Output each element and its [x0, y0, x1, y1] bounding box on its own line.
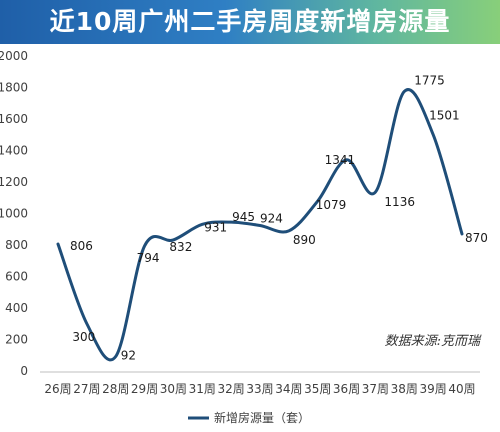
series-line [56, 88, 464, 362]
data-label: 931 [204, 220, 227, 234]
y-tick-label: 0 [20, 364, 28, 378]
data-label: 890 [293, 233, 316, 247]
x-tick-label: 26周 [44, 382, 71, 396]
x-tick-label: 28周 [102, 382, 129, 396]
data-label: 870 [465, 231, 488, 245]
legend: 新增房源量（套） [188, 410, 310, 425]
x-tick-label: 30周 [160, 382, 187, 396]
x-tick-label: 34周 [275, 382, 302, 396]
y-tick-label: 600 [5, 270, 28, 284]
x-tick-label: 39周 [420, 382, 447, 396]
data-label: 924 [260, 211, 283, 225]
y-tick-label: 1000 [0, 207, 28, 221]
x-tick-label: 38周 [391, 382, 418, 396]
x-tick-label: 29周 [131, 382, 158, 396]
x-tick-label: 37周 [362, 382, 389, 396]
data-label: 794 [137, 251, 160, 265]
x-tick-label: 36周 [333, 382, 360, 396]
y-tick-label: 400 [5, 301, 28, 315]
x-axis: 26周 27周 28周 29周 30周 31周 32周 33周 34周 35周 36周 37周 38周 3… [44, 382, 475, 396]
data-label: 832 [169, 240, 192, 254]
data-labels: 806 300 92 794 832 931 945 924 890 1079 1341 1136 17… [70, 73, 488, 362]
chart-title: 近10周广州二手房周度新增房源量 [49, 7, 451, 36]
y-tick-label: 1400 [0, 144, 28, 158]
x-tick-label: 31周 [189, 382, 216, 396]
data-label: 300 [72, 330, 95, 344]
x-tick-label: 27周 [73, 382, 100, 396]
data-label: 92 [121, 349, 136, 363]
y-tick-label: 1800 [0, 81, 28, 95]
y-axis: 0 200 400 600 800 1000 1200 1400 1600 1800 2000 [0, 49, 28, 378]
legend-label: 新增房源量（套） [214, 410, 310, 425]
y-tick-label: 200 [5, 333, 28, 347]
source-note: 数据来源:克而瑞 [385, 334, 482, 349]
x-tick-label: 35周 [304, 382, 331, 396]
x-tick-label: 40周 [448, 382, 475, 396]
data-label: 1079 [316, 198, 347, 212]
x-tick-label: 32周 [218, 382, 245, 396]
data-label: 806 [70, 239, 93, 253]
data-label: 1775 [414, 73, 445, 87]
y-tick-label: 1600 [0, 112, 28, 126]
data-label: 1501 [429, 109, 460, 123]
y-tick-label: 800 [5, 238, 28, 252]
data-label: 1341 [325, 153, 356, 167]
data-label: 945 [232, 210, 255, 224]
data-label: 1136 [384, 195, 415, 209]
title-banner [0, 0, 500, 44]
y-tick-label: 1200 [0, 175, 28, 189]
x-tick-label: 33周 [246, 382, 273, 396]
y-tick-label: 2000 [0, 49, 28, 63]
